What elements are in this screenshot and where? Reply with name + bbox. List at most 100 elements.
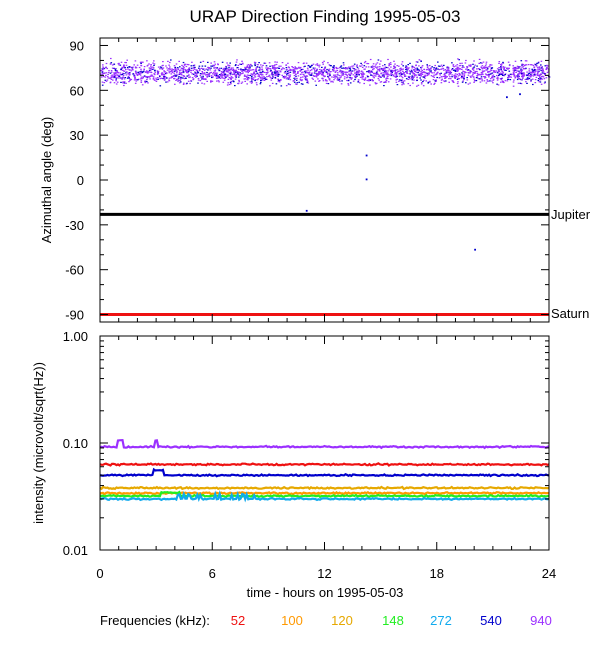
- azimuth-point: [367, 70, 370, 72]
- azimuth-point: [102, 73, 104, 75]
- azimuth-point: [110, 71, 113, 73]
- azimuth-point: [433, 67, 435, 69]
- azimuth-point: [403, 80, 406, 82]
- azimuth-point: [426, 73, 429, 75]
- azimuth-point: [235, 61, 238, 63]
- azimuth-point: [363, 73, 366, 75]
- azimuth-point: [263, 76, 265, 78]
- azimuth-point: [216, 67, 218, 69]
- azimuth-point: [435, 69, 437, 71]
- azimuth-point: [256, 84, 258, 86]
- intensity-series-540khz: [99, 467, 550, 478]
- azimuth-point: [317, 73, 319, 75]
- azimuth-point: [463, 71, 465, 73]
- azimuth-point: [366, 79, 368, 81]
- azimuth-point: [202, 73, 205, 75]
- azimuth-point: [246, 66, 248, 68]
- azimuth-point: [269, 70, 272, 72]
- azimuth-point: [338, 71, 341, 73]
- azimuth-point: [179, 66, 181, 68]
- azimuth-point: [117, 77, 120, 79]
- azimuth-point: [328, 68, 331, 70]
- azimuth-point: [517, 77, 520, 79]
- azimuth-point: [435, 80, 437, 82]
- azimuth-point: [434, 70, 436, 72]
- azimuth-point: [411, 77, 413, 79]
- azimuth-point: [103, 72, 106, 74]
- azimuth-point: [433, 72, 435, 74]
- azimuth-point: [230, 78, 232, 80]
- azimuth-point: [509, 73, 512, 75]
- azimuth-point: [142, 77, 144, 79]
- azimuth-point: [172, 69, 174, 71]
- azimuth-point: [280, 85, 283, 87]
- azimuth-point: [355, 68, 357, 71]
- azimuth-point: [146, 70, 148, 72]
- azimuth-point: [513, 72, 515, 75]
- azimuth-point: [103, 82, 106, 84]
- azimuth-point: [102, 67, 105, 69]
- azimuth-point: [286, 72, 289, 74]
- azimuth-point: [106, 67, 108, 70]
- azimuth-point: [363, 68, 365, 70]
- azimuth-point: [426, 72, 428, 74]
- azimuth-point: [240, 82, 243, 84]
- azimuth-point: [260, 79, 262, 81]
- azimuth-point: [523, 72, 525, 74]
- azimuth-point: [213, 74, 216, 76]
- azimuth-outlier-point: [506, 96, 508, 99]
- azimuth-point: [402, 82, 404, 84]
- azimuth-point: [168, 80, 171, 82]
- azimuth-point: [370, 70, 373, 72]
- azimuth-point: [253, 75, 256, 77]
- azimuth-point: [496, 79, 499, 81]
- azimuth-point: [360, 70, 363, 72]
- azimuth-point: [251, 73, 253, 75]
- azimuth-point: [232, 81, 235, 83]
- azimuth-point: [321, 73, 323, 76]
- azimuth-point: [415, 61, 418, 63]
- azimuth-point: [399, 71, 402, 73]
- azimuth-point: [492, 79, 495, 81]
- azimuth-point: [496, 74, 498, 77]
- azimuth-point: [268, 75, 270, 77]
- azimuth-point: [155, 77, 157, 79]
- azimuth-point: [228, 77, 231, 79]
- azimuth-point: [174, 83, 176, 85]
- azimuth-point: [101, 68, 104, 70]
- azimuth-point: [525, 64, 528, 66]
- azimuth-point: [516, 70, 519, 72]
- azimuth-point: [504, 80, 507, 82]
- azimuth-point: [388, 63, 391, 65]
- azimuth-point: [520, 69, 522, 71]
- azimuth-point: [343, 76, 346, 78]
- azimuth-point: [113, 67, 115, 69]
- azimuth-point: [452, 81, 455, 83]
- azimuth-point: [234, 85, 236, 87]
- azimuth-point: [416, 67, 418, 69]
- azimuth-outlier-point: [365, 154, 368, 157]
- azimuth-point: [220, 67, 223, 69]
- azimuth-point: [462, 77, 465, 79]
- azimuth-point: [122, 74, 125, 77]
- azimuth-point: [316, 63, 319, 65]
- azimuth-point: [435, 68, 438, 70]
- azimuth-point: [419, 74, 422, 76]
- azimuth-point: [434, 80, 436, 82]
- intensity-y-tick-label: 1.00: [63, 329, 88, 344]
- azimuth-point: [357, 81, 359, 83]
- azimuth-point: [531, 68, 533, 70]
- azimuth-point: [396, 65, 398, 67]
- azimuth-point: [151, 75, 154, 77]
- azimuth-point: [305, 62, 308, 64]
- azimuth-point: [377, 73, 379, 75]
- azimuth-point: [183, 78, 186, 80]
- azimuth-point: [503, 69, 506, 71]
- azimuth-point: [173, 72, 175, 74]
- azimuth-point: [425, 72, 427, 74]
- azimuth-point: [228, 67, 230, 69]
- azimuth-point: [211, 76, 213, 79]
- azimuth-point: [230, 76, 233, 78]
- azimuth-point: [364, 78, 366, 80]
- azimuth-point: [306, 78, 308, 80]
